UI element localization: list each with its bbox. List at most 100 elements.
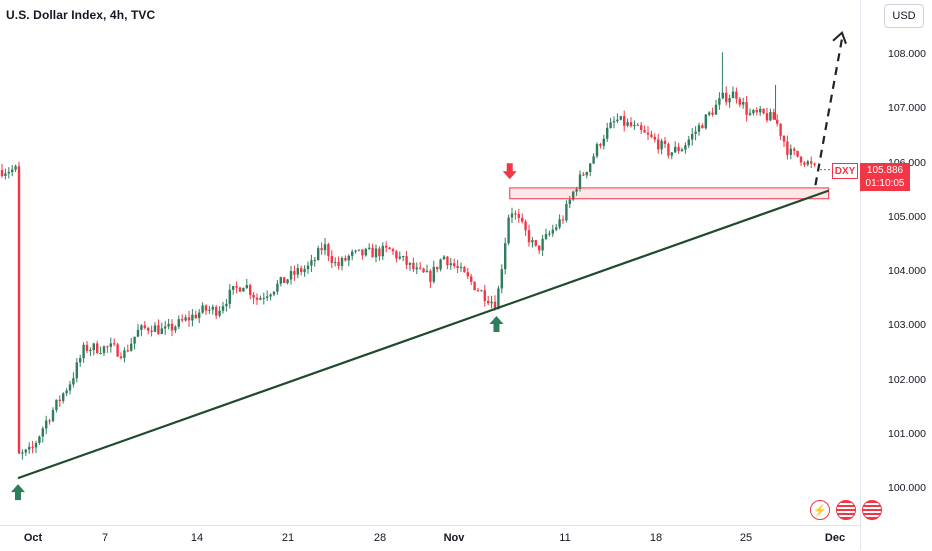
candle-down — [170, 323, 174, 331]
candle-down — [738, 98, 741, 105]
candle-up — [55, 399, 58, 411]
candle-up — [225, 303, 228, 307]
candle-up — [28, 446, 31, 450]
candle-up — [242, 287, 245, 292]
time-axis[interactable] — [0, 525, 860, 551]
candle-down — [252, 294, 255, 298]
candle-down — [143, 325, 146, 328]
candle-down — [514, 213, 517, 215]
candle-up — [568, 199, 571, 204]
time-tick-label: Nov — [443, 532, 465, 544]
candle-down — [561, 219, 565, 221]
candle-up — [531, 240, 534, 243]
candle-down — [677, 146, 680, 152]
candle-down — [476, 290, 480, 292]
candle-up — [500, 269, 503, 289]
candle-down — [782, 135, 786, 142]
candle-up — [606, 127, 609, 139]
candle-up — [279, 277, 282, 284]
candle-down — [436, 266, 439, 270]
candle-up — [68, 384, 72, 391]
candle-down — [48, 420, 51, 422]
candle-down — [422, 268, 425, 273]
candle-up — [221, 306, 225, 311]
candle-up — [313, 260, 316, 262]
time-tick-label: 18 — [649, 532, 663, 544]
candle-up — [174, 326, 177, 331]
candle-up — [357, 249, 361, 251]
candle-up — [680, 149, 684, 152]
candle-up — [347, 255, 350, 261]
price-axis[interactable] — [860, 0, 932, 550]
candle-up — [276, 283, 279, 292]
candle-up — [374, 248, 378, 258]
candle-up — [425, 270, 429, 273]
projection-line — [814, 38, 844, 186]
candle-up — [660, 140, 663, 150]
candle-down — [796, 150, 799, 157]
candle-up — [45, 420, 48, 429]
up-arrow-marker — [11, 484, 25, 501]
candle-down — [157, 325, 160, 334]
candle-up — [198, 312, 201, 319]
candle-up — [442, 256, 446, 260]
price-chart[interactable] — [0, 0, 860, 525]
candle-up — [364, 248, 367, 256]
us-flag-icon[interactable] — [836, 500, 856, 520]
candle-up — [670, 152, 673, 156]
candle-up — [578, 174, 582, 190]
price-tick-label: 102.000 — [888, 373, 926, 386]
candle-down — [538, 245, 541, 251]
candle-up — [41, 428, 44, 437]
candle-down — [385, 245, 388, 248]
candle-up — [123, 350, 126, 358]
candle-up — [697, 125, 701, 132]
candle-down — [283, 277, 286, 283]
candle-down — [388, 247, 391, 250]
candle-up — [759, 108, 762, 113]
candle-up — [616, 119, 619, 122]
bar-countdown: 01:10:05 — [865, 178, 905, 189]
candle-up — [269, 294, 272, 297]
candle-down — [799, 156, 803, 163]
candle-up — [109, 343, 112, 347]
candle-up — [34, 442, 38, 448]
candle-up — [612, 121, 616, 123]
candle-up — [558, 219, 561, 228]
candle-down — [463, 267, 466, 273]
candle-down — [646, 132, 650, 135]
candle-down — [466, 272, 469, 277]
candle-up — [432, 266, 435, 282]
candle-up — [572, 191, 575, 200]
candle-up — [687, 139, 690, 146]
currency-button[interactable]: USD — [884, 4, 924, 28]
candle-down — [320, 248, 323, 251]
candle-up — [140, 325, 143, 330]
candle-down — [810, 161, 813, 164]
candle-down — [657, 139, 660, 150]
candle-up — [575, 189, 578, 192]
candle-up — [752, 110, 755, 114]
candle-up — [75, 362, 78, 379]
candle-up — [208, 309, 211, 311]
candle-down — [337, 262, 340, 266]
price-tick-label: 103.000 — [888, 319, 926, 332]
flash-icon[interactable]: ⚡ — [810, 500, 830, 520]
candle-up — [65, 390, 68, 394]
candle-up — [79, 358, 82, 363]
price-tick-label: 101.000 — [888, 427, 926, 440]
candle-up — [7, 172, 10, 174]
candle-down — [255, 297, 259, 300]
candle-up — [398, 256, 401, 259]
candle-up — [480, 290, 483, 292]
candle-up — [592, 156, 595, 164]
us-flag-icon[interactable] — [862, 500, 882, 520]
candle-down — [793, 148, 796, 151]
candle-down — [803, 162, 806, 165]
candle-down — [113, 343, 116, 345]
candle-up — [266, 296, 269, 298]
candle-up — [633, 124, 636, 127]
candle-up — [585, 172, 588, 176]
candle-up — [164, 326, 167, 329]
